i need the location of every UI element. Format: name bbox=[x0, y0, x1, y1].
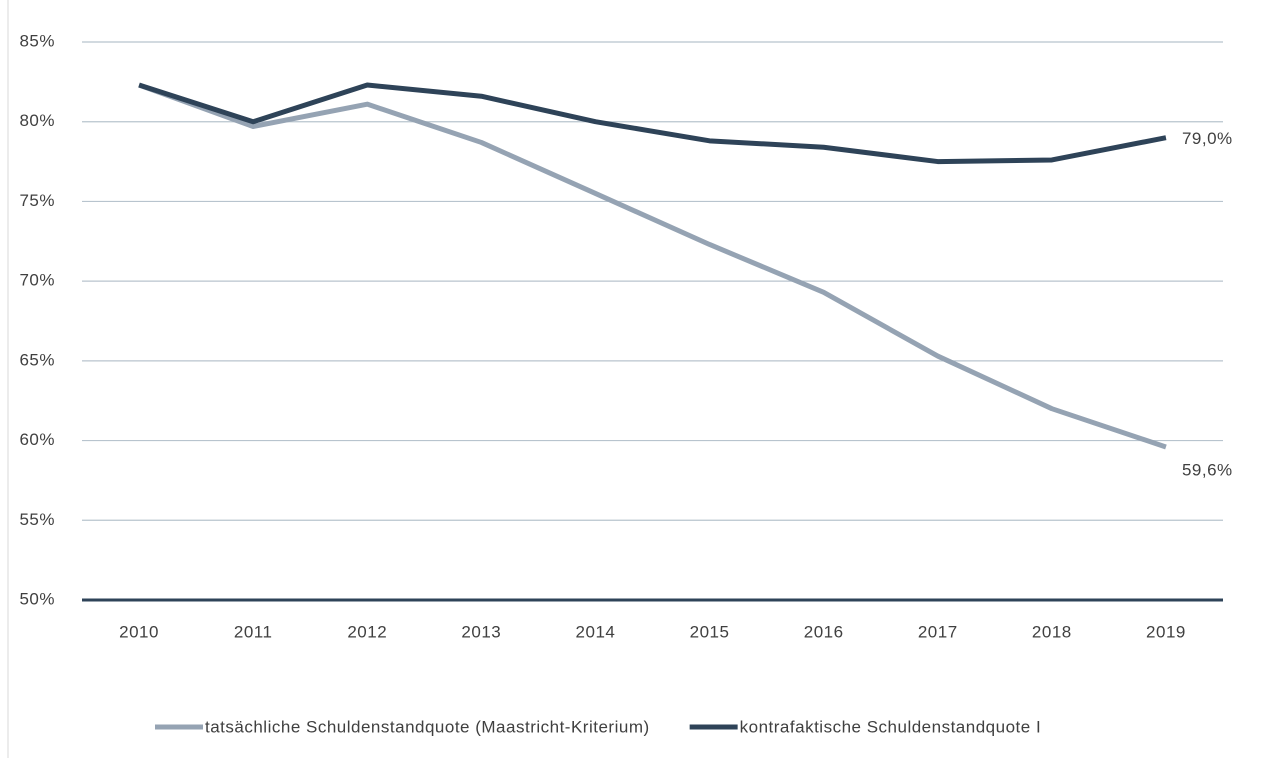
y-tick-label: 55% bbox=[19, 510, 55, 529]
x-tick-label: 2012 bbox=[347, 622, 387, 641]
y-tick-label: 50% bbox=[19, 589, 55, 608]
series-line bbox=[138, 82, 1167, 450]
data-label: 79,0% bbox=[1182, 129, 1233, 148]
x-tick-label: 2019 bbox=[1146, 622, 1186, 641]
data-label: 59,6% bbox=[1182, 460, 1233, 479]
legend-label: tatsächliche Schuldenstandquote (Maastri… bbox=[205, 717, 650, 736]
x-tick-label: 2013 bbox=[461, 622, 501, 641]
y-tick-label: 85% bbox=[19, 31, 55, 50]
y-tick-label: 80% bbox=[19, 111, 55, 130]
x-tick-label: 2015 bbox=[690, 622, 730, 641]
y-tick-label: 65% bbox=[19, 350, 55, 369]
y-tick-label: 75% bbox=[19, 191, 55, 210]
x-tick-label: 2010 bbox=[119, 622, 159, 641]
x-tick-label: 2017 bbox=[918, 622, 958, 641]
y-tick-label: 60% bbox=[19, 430, 55, 449]
series-line bbox=[138, 82, 1167, 165]
x-tick-label: 2011 bbox=[234, 622, 273, 641]
y-tick-label: 70% bbox=[19, 271, 55, 290]
legend-label: kontrafaktische Schuldenstandquote I bbox=[740, 717, 1042, 736]
x-tick-label: 2014 bbox=[576, 622, 616, 641]
x-tick-label: 2016 bbox=[804, 622, 844, 641]
x-tick-label: 2018 bbox=[1032, 622, 1072, 641]
